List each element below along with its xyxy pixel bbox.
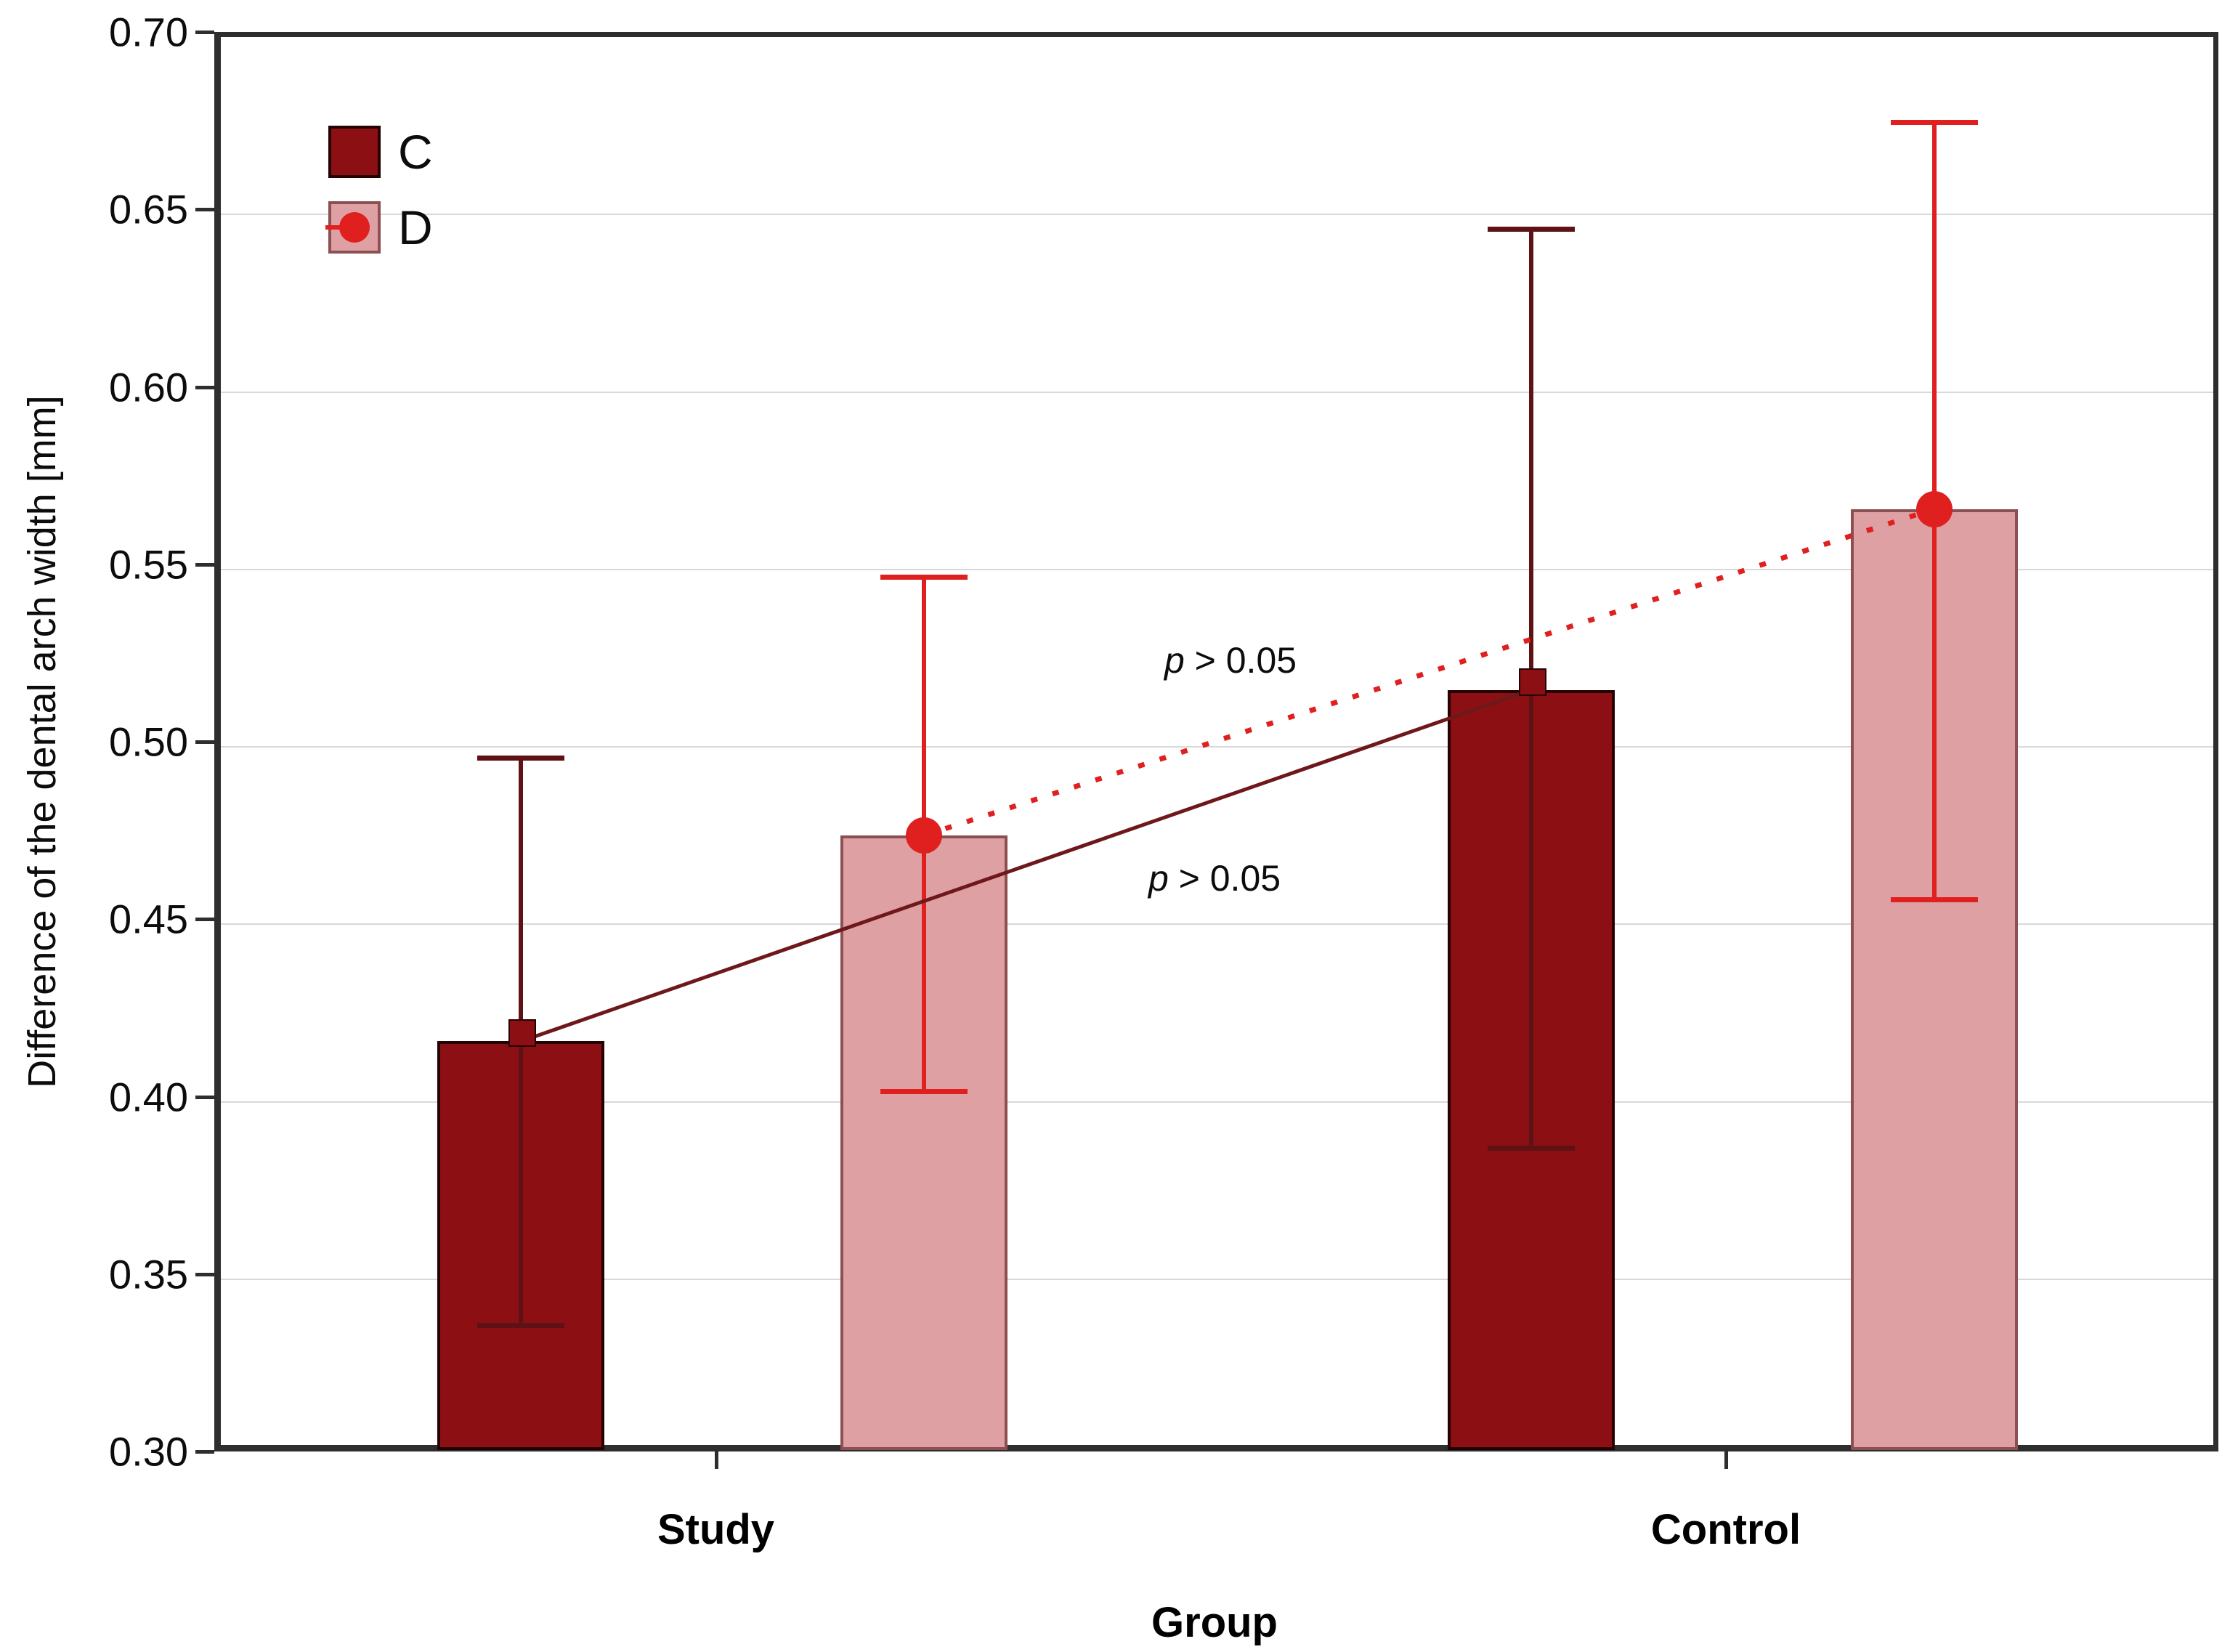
legend-swatch-c-icon <box>328 126 381 178</box>
legend-entry-d: D <box>325 198 433 257</box>
gridline <box>221 214 2213 216</box>
y-tick-label: 0.35 <box>109 1251 188 1297</box>
y-tick-label: 0.40 <box>109 1074 188 1119</box>
x-category-label: Control <box>1650 1506 1801 1553</box>
y-axis-tick <box>195 562 214 567</box>
p-value-annotation: p > 0.05 <box>1164 639 1297 681</box>
legend-errorbar-glyph-icon <box>325 225 350 230</box>
y-axis-tick <box>195 1095 214 1099</box>
p-value-text: > 0.05 <box>1184 640 1297 681</box>
legend-label-c: C <box>398 125 433 179</box>
gridline <box>221 1101 2213 1103</box>
marker-control-c <box>1518 668 1546 696</box>
legend-dot-marker-icon <box>339 212 370 243</box>
x-axis-tick <box>1724 1451 1728 1469</box>
x-axis-title: Group <box>1151 1599 1278 1646</box>
x-category-label: Study <box>657 1506 775 1553</box>
plot-canvas: p > 0.05 p > 0.05 <box>221 37 2213 1450</box>
y-tick-label: 0.30 <box>109 1428 188 1475</box>
y-tick-label: 0.50 <box>109 718 188 765</box>
y-axis-tick <box>195 208 214 212</box>
line-series-c <box>520 688 1532 1043</box>
y-tick-label: 0.45 <box>109 896 188 942</box>
p-value-italic-p: p <box>1164 640 1185 681</box>
p-value-italic-p: p <box>1148 858 1169 899</box>
legend-swatch-d-icon <box>325 201 381 254</box>
plot-area: p > 0.05 p > 0.05 <box>214 32 2218 1451</box>
y-axis-tick <box>195 1272 214 1276</box>
marker-study-d <box>906 817 942 854</box>
p-value-text: > 0.05 <box>1168 858 1281 899</box>
y-axis-tick <box>195 740 214 744</box>
gridline <box>221 391 2213 393</box>
y-tick-label: 0.70 <box>109 9 188 55</box>
error-cap-lower-study-c <box>477 1323 564 1329</box>
error-cap-upper-study-c <box>477 755 564 761</box>
marker-control-d <box>1915 490 1953 527</box>
p-value-annotation: p > 0.05 <box>1148 857 1281 899</box>
error-cap-upper-control-d <box>1890 120 1978 126</box>
error-cap-lower-control-c <box>1487 1146 1575 1151</box>
legend-entry-c: C <box>328 122 433 182</box>
y-axis-tick <box>195 385 214 389</box>
y-axis-tick <box>195 1450 214 1454</box>
y-tick-label: 0.65 <box>109 186 188 232</box>
error-cap-upper-study-d <box>880 574 968 580</box>
line-series-d <box>923 506 1935 838</box>
gridline <box>221 1278 2213 1280</box>
x-axis-tick <box>714 1451 718 1469</box>
y-axis-title: Difference of the dental arch width [mm] <box>20 395 64 1088</box>
error-cap-lower-study-d <box>880 1088 968 1094</box>
marker-study-c <box>508 1019 536 1048</box>
y-axis-tick <box>195 918 214 922</box>
error-cap-upper-control-c <box>1487 226 1575 232</box>
legend-label-d: D <box>398 201 433 254</box>
y-axis-tick <box>195 31 214 34</box>
y-tick-label: 0.60 <box>109 364 188 410</box>
y-tick-label: 0.55 <box>109 541 188 588</box>
error-cap-lower-control-d <box>1890 897 1978 903</box>
